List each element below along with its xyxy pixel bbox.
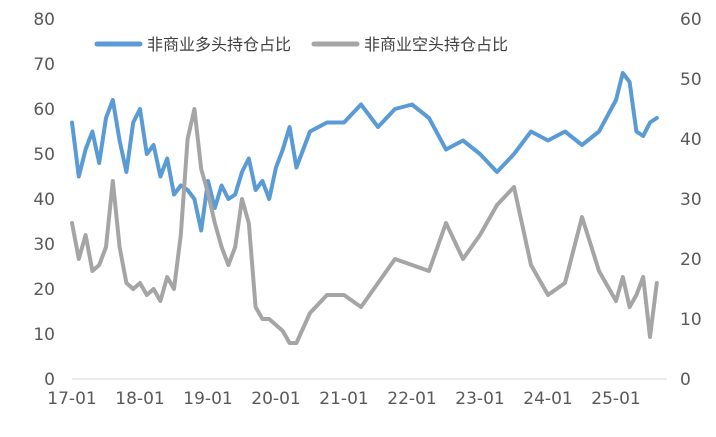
- x-tick-label: 17-01: [47, 389, 96, 409]
- y-right-tick-label: 0: [680, 370, 691, 390]
- x-tick-label: 19-01: [183, 389, 232, 409]
- x-tick-label: 22-01: [387, 389, 436, 409]
- x-tick-label: 21-01: [319, 389, 368, 409]
- axes: 17-01 18-01 19-01 20-01 21-01 22-01 23-01 24-01…: [33, 10, 701, 409]
- y-left-tick-label: 80: [33, 10, 55, 30]
- y-right-tick-label: 30: [680, 190, 702, 210]
- series-line-short: [70, 107, 659, 345]
- x-tick-label: 23-01: [455, 389, 504, 409]
- x-tick-label: 24-01: [523, 389, 572, 409]
- series-line-long: [70, 71, 659, 233]
- y-right-tick-label: 40: [680, 130, 702, 150]
- y-left-tick-label: 40: [33, 190, 55, 210]
- y-left-tick-label: 60: [33, 100, 55, 120]
- y-right-tick-label: 20: [680, 250, 702, 270]
- legend: 非商业多头持仓占比 非商业空头持仓占比: [94, 35, 508, 54]
- x-tick-label: 25-01: [591, 389, 640, 409]
- y-right-tick-label: 50: [680, 70, 702, 90]
- y-left-tick-label: 70: [33, 55, 55, 75]
- x-tick-label: 20-01: [251, 389, 300, 409]
- y-left-tick-label: 0: [44, 370, 55, 390]
- y-left-tick-label: 50: [33, 145, 55, 165]
- y-right-tick-label: 60: [680, 10, 702, 30]
- legend-label-short: 非商业空头持仓占比: [364, 35, 508, 54]
- y-left-tick-label: 10: [33, 325, 55, 345]
- plot-area: [70, 71, 659, 345]
- x-tick-label: 18-01: [115, 389, 164, 409]
- legend-label-long: 非商业多头持仓占比: [147, 35, 291, 54]
- y-left-tick-label: 30: [33, 235, 55, 255]
- y-left-tick-label: 20: [33, 280, 55, 300]
- y-right-tick-label: 10: [680, 310, 702, 330]
